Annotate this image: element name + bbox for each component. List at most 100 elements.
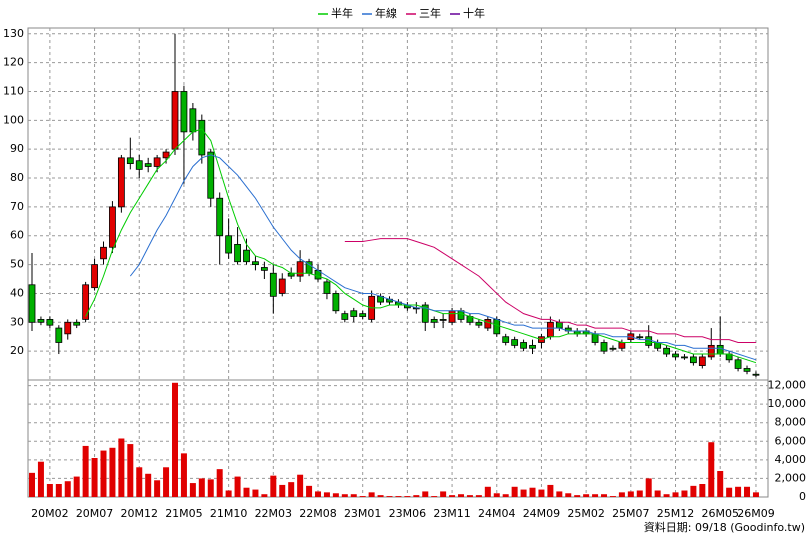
volume-bar: [109, 447, 116, 497]
candle-body: [55, 327, 63, 343]
candle-body: [225, 235, 233, 254]
volume-bar: [475, 495, 482, 497]
legend-label: 半年: [331, 6, 353, 20]
volume-bar: [207, 479, 214, 497]
candle-body: [511, 339, 519, 346]
x-tick-label: 24M04: [478, 507, 516, 520]
volume-bar: [73, 476, 80, 497]
volume-bar: [592, 494, 599, 497]
candle-body: [520, 342, 527, 349]
y2-tick-label: 12,000: [768, 379, 807, 392]
candle-body: [707, 344, 715, 358]
volume-bar: [672, 492, 679, 497]
volume-bar: [163, 467, 170, 497]
volume-bar: [180, 453, 187, 497]
y2-tick-label: 4,000: [775, 453, 807, 466]
ma-line: [344, 238, 756, 343]
volume-bar: [55, 484, 62, 497]
candle-body: [546, 321, 554, 338]
candle-body: [439, 319, 447, 321]
candle-body: [126, 157, 134, 165]
x-tick-label: 25M02: [567, 507, 605, 520]
candle-body: [502, 336, 510, 343]
candle-body: [743, 368, 751, 372]
volume-bar: [368, 492, 375, 497]
volume-bar: [172, 382, 179, 497]
volume-bar: [627, 491, 634, 497]
volume-bar: [198, 478, 205, 497]
candle-body: [681, 356, 688, 359]
y-tick-label: 110: [3, 84, 24, 97]
x-tick-label: 26M05: [701, 507, 739, 520]
volume-bar: [422, 491, 429, 497]
candle-body: [278, 278, 286, 294]
volume-bar: [529, 487, 536, 497]
volume-bar: [279, 484, 286, 497]
candle-body: [100, 246, 107, 260]
volume-bar: [502, 494, 509, 497]
candle-body: [591, 333, 599, 343]
volume-bar: [29, 472, 35, 497]
candle-body: [752, 373, 760, 376]
candle-body: [198, 119, 206, 156]
volume-bar: [717, 471, 724, 497]
y-tick-label: 30: [10, 315, 24, 328]
volume-bar: [270, 475, 277, 497]
x-tick-label: 23M06: [389, 507, 427, 520]
ma-line: [129, 154, 757, 361]
volume-bar: [601, 494, 608, 497]
volume-bar: [458, 494, 465, 497]
volume-bar: [645, 478, 652, 497]
volume-bar: [556, 491, 563, 497]
footer: 資料日期: 09/18 (Goodinfo.tw): [644, 520, 805, 534]
candle-body: [600, 342, 608, 352]
candle-body: [448, 310, 456, 323]
volume-bar: [484, 486, 491, 497]
volume-bar: [136, 467, 143, 497]
volume-bar: [37, 461, 44, 497]
legend-label: 三年: [419, 6, 441, 20]
candle-body: [493, 319, 501, 335]
candle-body: [171, 91, 179, 150]
ma-line: [85, 128, 757, 364]
volume-bar: [243, 487, 250, 497]
volume-bar: [440, 491, 447, 497]
candle-body: [234, 243, 241, 263]
volume-bar: [574, 495, 581, 497]
candle-body: [645, 336, 653, 346]
y-tick-label: 60: [10, 229, 24, 242]
candle-body: [162, 151, 170, 159]
candle-body: [216, 197, 224, 237]
volume-bar: [386, 496, 393, 497]
volume-bar: [395, 496, 402, 497]
candle-body: [672, 353, 679, 358]
volume-bar: [64, 481, 71, 497]
volume-bar: [261, 494, 268, 497]
volume-bar: [332, 493, 339, 497]
candle-body: [260, 267, 268, 271]
candle-body: [484, 319, 492, 329]
y2-tick-label: 8,000: [775, 416, 807, 429]
volume-bar: [404, 496, 411, 497]
x-tick-label: 25M07: [612, 507, 650, 520]
x-tick-label: 25M12: [657, 507, 695, 520]
y2-tick-label: 10,000: [768, 397, 807, 410]
volume-bar: [654, 490, 661, 497]
volume-bar: [431, 496, 438, 497]
x-tick-label: 26M09: [737, 507, 775, 520]
volume-bar: [663, 494, 670, 497]
candle-body: [64, 321, 72, 335]
candle-body: [73, 321, 81, 326]
volume-bar: [413, 495, 420, 497]
volume-bar: [46, 484, 53, 497]
candle-body: [636, 336, 644, 339]
x-tick-label: 20M02: [31, 507, 69, 520]
x-tick-label: 24M09: [523, 507, 561, 520]
x-tick-label: 20M12: [121, 507, 159, 520]
y-tick-label: 20: [10, 344, 24, 357]
volume-bar: [449, 495, 456, 497]
y-tick-label: 100: [3, 113, 24, 126]
candle-body: [689, 356, 697, 364]
candle-body: [135, 160, 143, 170]
candle-body: [296, 261, 304, 277]
